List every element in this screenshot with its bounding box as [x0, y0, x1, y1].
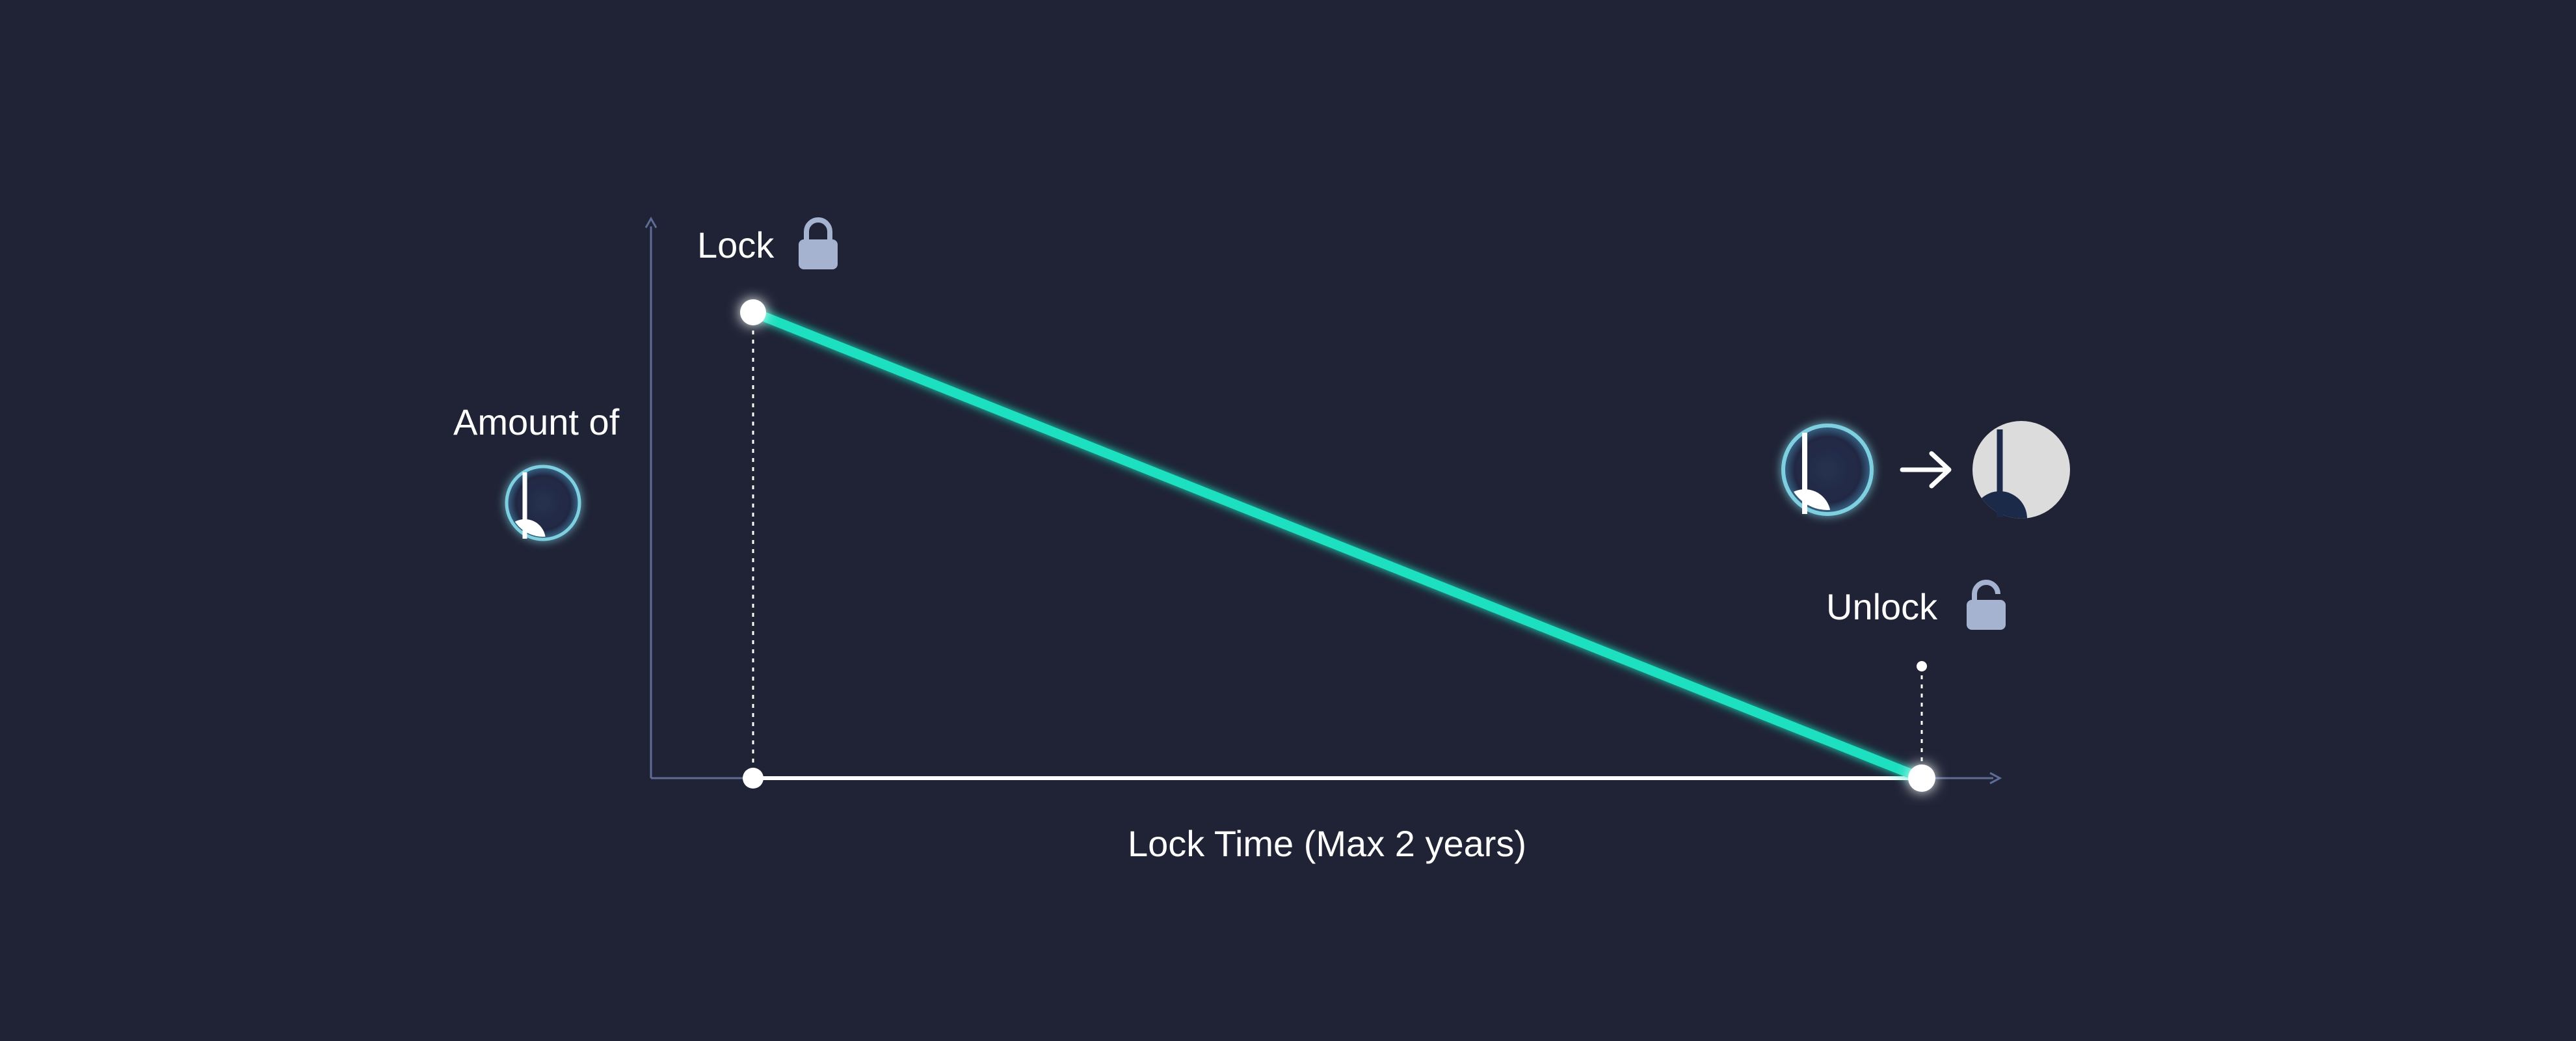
lock-end-point — [1908, 764, 1935, 792]
unlock-label: Unlock — [1826, 586, 1938, 627]
lock-open-icon — [1967, 580, 2006, 630]
baseline-start-point — [743, 768, 764, 789]
locked-token-icon — [1781, 424, 1874, 516]
x-axis-arrow — [1989, 772, 2002, 785]
lock-start-point — [740, 299, 766, 325]
decay-line — [748, 307, 1927, 783]
y-axis-label: Amount of — [453, 401, 620, 442]
unlocked-token-icon — [1972, 421, 2070, 519]
y-axis-arrow — [644, 216, 657, 228]
x-axis-label: Lock Time (Max 2 years) — [1128, 823, 1526, 864]
token-icon — [505, 465, 581, 541]
lock-closed-icon — [799, 217, 838, 269]
unlock-guide-dot — [1917, 661, 1927, 671]
lock-label: Lock — [697, 224, 775, 265]
arrow-right-icon — [1900, 451, 1952, 489]
